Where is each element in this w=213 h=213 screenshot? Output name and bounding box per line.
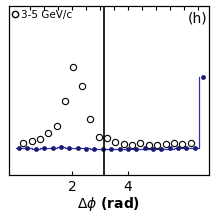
X-axis label: $\Delta\phi$ (rad): $\Delta\phi$ (rad): [77, 195, 140, 213]
Text: (h): (h): [188, 12, 208, 25]
Legend: 3-5 GeV/c: 3-5 GeV/c: [11, 9, 73, 21]
